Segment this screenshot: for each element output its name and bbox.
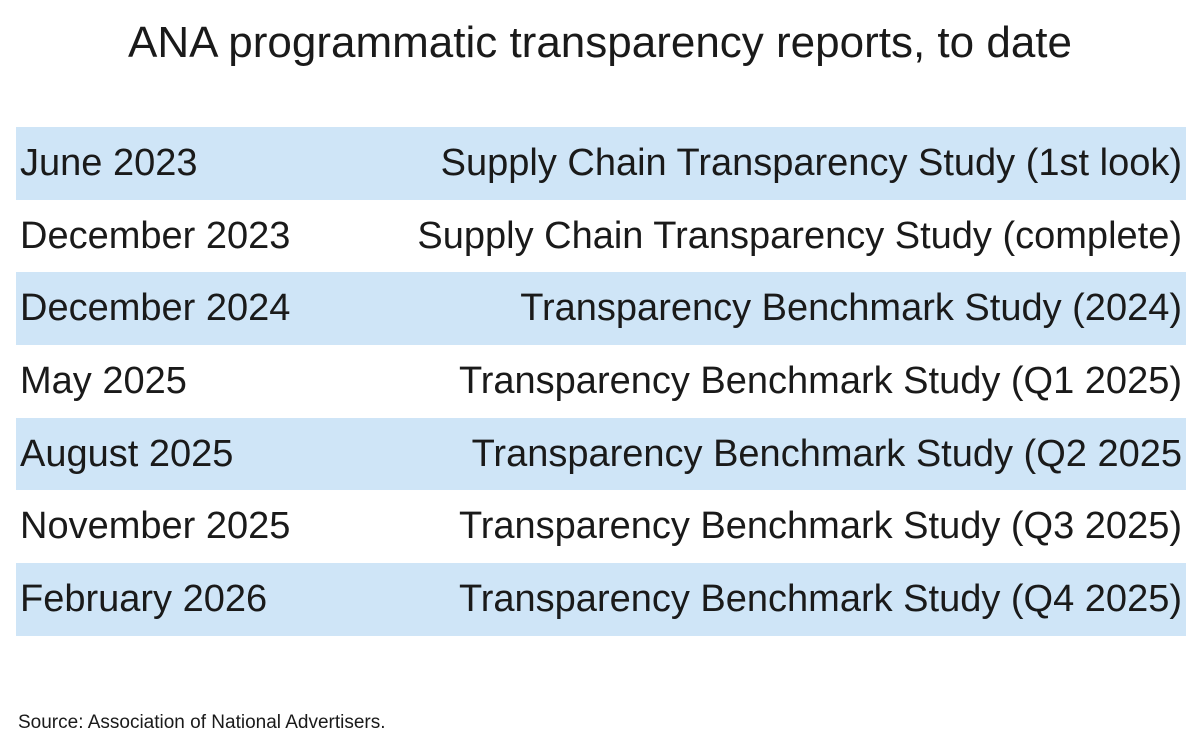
report-cell: Supply Chain Transparency Study (1st loo… xyxy=(440,141,1182,184)
date-cell: February 2026 xyxy=(20,577,268,620)
report-cell: Supply Chain Transparency Study (complet… xyxy=(417,214,1182,257)
table-row: June 2023 Supply Chain Transparency Study… xyxy=(16,127,1186,200)
report-cell: Transparency Benchmark Study (2024) xyxy=(520,287,1182,330)
date-cell: December 2024 xyxy=(20,287,291,330)
table-row: May 2025 Transparency Benchmark Study (Q1… xyxy=(16,345,1186,418)
table-row: December 2023 Supply Chain Transparency S… xyxy=(16,200,1186,273)
table-row: February 2026 Transparency Benchmark Stud… xyxy=(16,563,1186,636)
table-row: December 2024 Transparency Benchmark Stud… xyxy=(16,272,1186,346)
date-cell: June 2023 xyxy=(20,141,198,184)
report-cell: Transparency Benchmark Study (Q1 2025) xyxy=(458,359,1182,402)
table: June 2023 Supply Chain Transparency Study… xyxy=(16,127,1186,636)
date-cell: May 2025 xyxy=(20,359,187,402)
date-cell: November 2025 xyxy=(20,505,291,548)
title: ANA programmatic transparency reports, t… xyxy=(128,18,1072,67)
date-cell: August 2025 xyxy=(20,432,234,475)
date-cell: December 2023 xyxy=(20,214,291,257)
table-row: November 2025 Transparency Benchmark Stud… xyxy=(16,490,1186,563)
report-cell: Transparency Benchmark Study (Q3 2025) xyxy=(458,505,1182,548)
report-cell: Transparency Benchmark Study (Q2 2025 xyxy=(471,432,1182,475)
source: Source: Association of National Advertis… xyxy=(18,712,386,733)
report-cell: Transparency Benchmark Study (Q4 2025) xyxy=(458,577,1182,620)
table-row: August 2025 Transparency Benchmark Study … xyxy=(16,417,1186,491)
